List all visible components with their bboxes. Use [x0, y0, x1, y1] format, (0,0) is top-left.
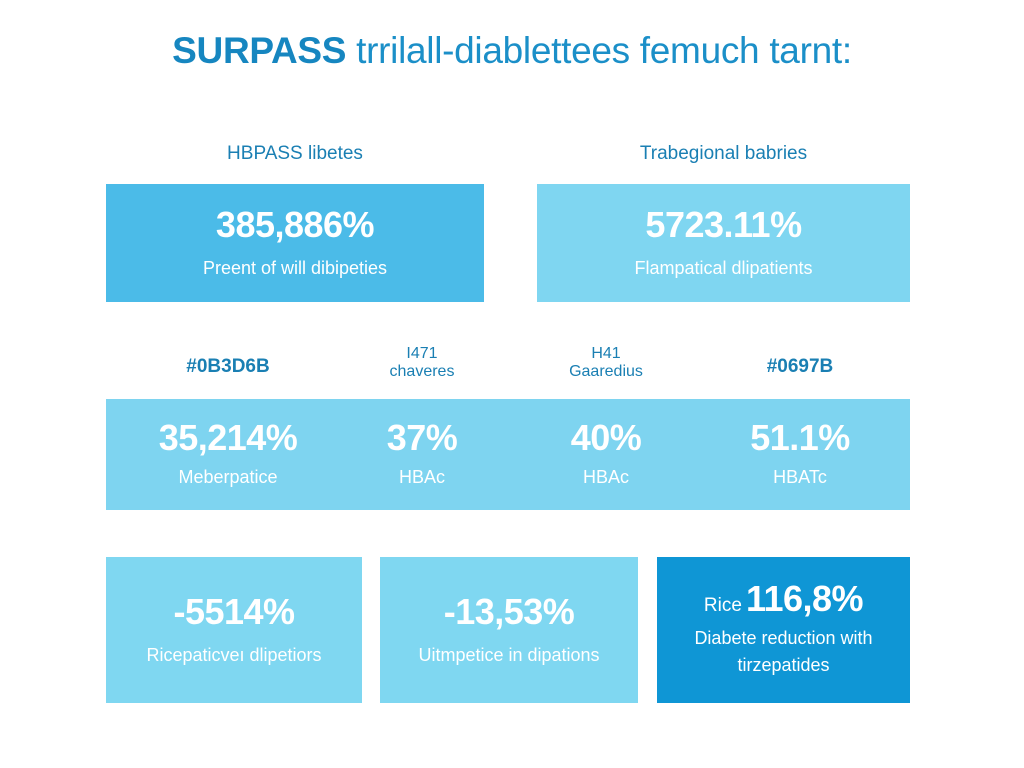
title-rest: trrilall-diablettees femuch tarnt:	[346, 30, 852, 71]
middle-heading-2-line1: I471	[406, 345, 438, 362]
middle-heading-1: #0B3D6B	[186, 356, 270, 377]
middle-heading-3: H41 Gaaredius	[506, 345, 706, 381]
stat-label: Preent of will dibipeties	[202, 257, 388, 278]
stat-value: 5723.11%	[645, 203, 802, 245]
stat-label: HBAc	[582, 467, 629, 488]
middle-heading-4: #0697B	[766, 356, 834, 377]
middle-heading-2: I471 chaveres	[322, 345, 522, 381]
band-cell-1: 35,214% Meberpatice	[128, 399, 328, 510]
stat-label: Uitmpetice in dipations	[418, 644, 600, 665]
stat-value: 385,886%	[215, 203, 375, 245]
band-cell-2: 37% HBAc	[322, 399, 522, 510]
stat-label: Meberpatice	[178, 467, 278, 488]
stat-label-line1: Diabete reduction with	[694, 628, 873, 648]
stat-card-bottom-2: -13,53% Uitmpetice in dipations	[380, 557, 638, 703]
stat-value: -5514%	[173, 590, 295, 632]
middle-heading-2-line2: chaveres	[389, 363, 455, 380]
stat-value-group: Rice 116,8%	[703, 578, 864, 619]
stat-value: -13,53%	[443, 590, 575, 632]
stat-label-line2: tirzepatides	[737, 655, 830, 675]
page-title: SURPASS trrilall-diablettees femuch tarn…	[0, 30, 1024, 72]
stat-card-top-left: 385,886% Preent of will dibipeties	[106, 184, 484, 302]
stat-band-middle: 35,214% Meberpatice 37% HBAc 40% HBAc 51…	[106, 399, 910, 510]
stat-label: Diabete reduction with tirzepatides	[694, 625, 872, 679]
title-strong: SURPASS	[172, 30, 347, 71]
band-cell-3: 40% HBAc	[506, 399, 706, 510]
middle-heading-3-line2: Gaaredius	[569, 363, 643, 380]
stat-value: 40%	[570, 417, 642, 459]
band-cell-4: 51.1% HBATc	[700, 399, 900, 510]
stat-value: 51.1%	[750, 417, 850, 459]
stat-value: 35,214%	[158, 417, 298, 459]
middle-heading-3-line1: H41	[591, 345, 621, 362]
top-right-heading: Trabegional babries	[639, 143, 808, 164]
stat-card-top-right: 5723.11% Flampatical dlipatients	[537, 184, 910, 302]
stat-prefix: Rice	[703, 595, 742, 616]
stat-label: HBAc	[398, 467, 445, 488]
stat-value: 37%	[386, 417, 458, 459]
stat-label: Ricepaticveı dlipetiors	[146, 644, 322, 665]
top-left-heading: HBPASS libetes	[227, 143, 363, 164]
stat-label: Flampatical dlipatients	[634, 257, 813, 278]
stat-label: HBATc	[773, 467, 827, 488]
stat-card-bottom-3-highlight: Rice 116,8% Diabete reduction with tirzep…	[657, 557, 910, 703]
stat-value: 116,8%	[745, 578, 864, 619]
stat-card-bottom-1: -5514% Ricepaticveı dlipetiors	[106, 557, 362, 703]
